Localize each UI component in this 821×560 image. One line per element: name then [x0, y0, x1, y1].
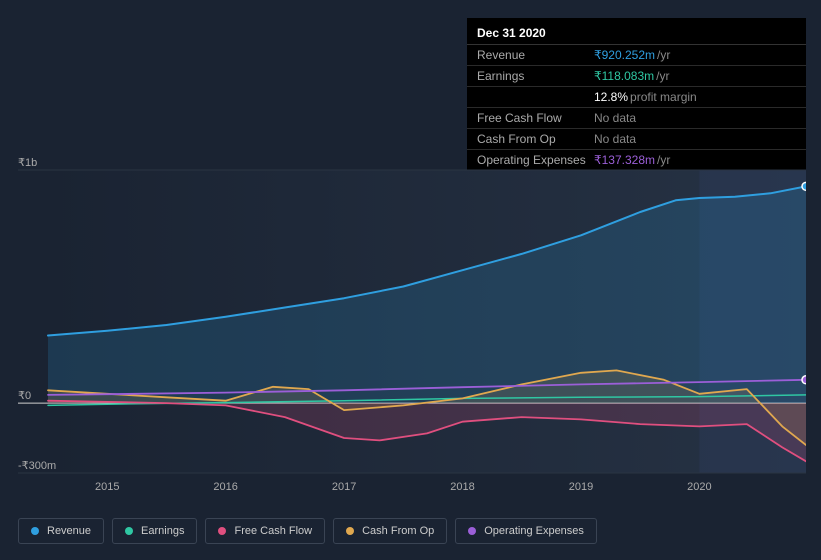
x-axis-label: 2020	[687, 481, 711, 493]
chart-svg	[18, 155, 806, 495]
tooltip-row: Revenue₹920.252m /yr	[467, 45, 806, 66]
tooltip-label: Free Cash Flow	[477, 111, 594, 125]
tooltip-suffix: /yr	[656, 69, 669, 83]
legend-item[interactable]: Revenue	[18, 518, 104, 544]
y-axis-label: -₹300m	[18, 459, 56, 472]
x-axis-label: 2018	[450, 481, 474, 493]
legend-dot-icon	[31, 527, 39, 535]
x-axis-label: 2019	[569, 481, 593, 493]
tooltip-row: Free Cash FlowNo data	[467, 108, 806, 129]
legend-item[interactable]: Earnings	[112, 518, 197, 544]
tooltip-label	[477, 90, 594, 104]
tooltip-row: Earnings₹118.083m /yr	[467, 66, 806, 87]
tooltip-suffix: /yr	[657, 48, 670, 62]
legend-dot-icon	[125, 527, 133, 535]
legend-item[interactable]: Free Cash Flow	[205, 518, 325, 544]
tooltip-value: 12.8%	[594, 90, 628, 104]
legend-dot-icon	[468, 527, 476, 535]
y-axis-label: ₹1b	[18, 156, 37, 169]
legend-label: Revenue	[47, 525, 91, 537]
x-axis-label: 2017	[332, 481, 356, 493]
tooltip-label: Earnings	[477, 69, 594, 83]
tooltip-value: No data	[594, 132, 636, 146]
x-axis-label: 2015	[95, 481, 119, 493]
tooltip-label: Revenue	[477, 48, 594, 62]
x-axis-label: 2016	[213, 481, 237, 493]
tooltip-row: 12.8% profit margin	[467, 87, 806, 108]
tooltip-label: Cash From Op	[477, 132, 594, 146]
chart-legend: Revenue Earnings Free Cash Flow Cash From O…	[18, 518, 597, 544]
legend-label: Earnings	[141, 525, 184, 537]
chart-tooltip: Dec 31 2020 Revenue₹920.252m /yrEarnings…	[467, 18, 806, 178]
tooltip-value: ₹920.252m	[594, 48, 655, 62]
legend-label: Cash From Op	[362, 525, 434, 537]
tooltip-title: Dec 31 2020	[467, 26, 806, 45]
tooltip-value: ₹118.083m	[594, 69, 654, 83]
legend-label: Operating Expenses	[484, 525, 584, 537]
financials-chart: ₹1b ₹0 -₹300m 2015 2016 2017 2018 2019 2020	[18, 155, 806, 495]
legend-item[interactable]: Cash From Op	[333, 518, 447, 544]
tooltip-row: Cash From OpNo data	[467, 129, 806, 150]
legend-dot-icon	[218, 527, 226, 535]
y-axis-label: ₹0	[18, 389, 31, 402]
legend-label: Free Cash Flow	[234, 525, 312, 537]
tooltip-suffix: profit margin	[630, 90, 697, 104]
legend-dot-icon	[346, 527, 354, 535]
tooltip-value: No data	[594, 111, 636, 125]
legend-item[interactable]: Operating Expenses	[455, 518, 597, 544]
